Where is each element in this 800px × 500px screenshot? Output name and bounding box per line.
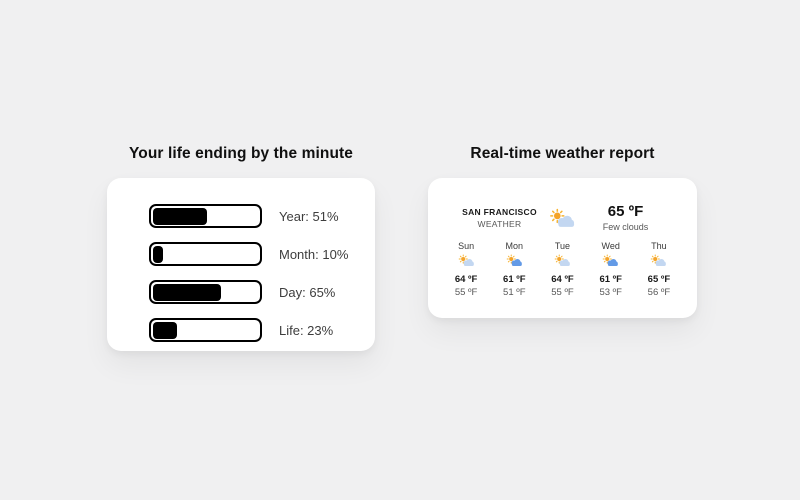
current-condition: Few clouds <box>602 222 649 232</box>
forecast-low-temp: 51 ºF <box>503 287 526 298</box>
sun-behind-cloud-icon <box>602 254 619 268</box>
forecast-day-label: Wed <box>601 241 620 251</box>
weather-header: SAN FRANCISCO WEATHER 65 ºF Few clouds <box>442 203 683 232</box>
progress-row-year: Year: 51% <box>149 204 375 228</box>
weather-location-block: SAN FRANCISCO WEATHER <box>450 207 549 229</box>
forecast-high-temp: 61 ºF <box>503 274 526 285</box>
forecast-day-label: Mon <box>505 241 524 251</box>
forecast-low-temp: 55 ºF <box>551 287 574 298</box>
weather-location-subtitle: WEATHER <box>477 218 522 229</box>
forecast-low-temp: 56 ºF <box>647 287 671 298</box>
forecast-column-sun: Sun 64 ºF 55 ºF <box>442 241 490 298</box>
year-progress-bar <box>149 204 262 228</box>
sun-behind-cloud-icon <box>506 254 523 268</box>
sun-behind-cloud-icon <box>458 254 475 268</box>
life-progress-fill <box>152 321 177 339</box>
life-progress-label: Life: 23% <box>279 322 334 338</box>
forecast-low-temp: 55 ºF <box>454 287 478 298</box>
progress-row-life: Life: 23% <box>149 318 375 342</box>
forecast-day-label: Sun <box>458 241 475 251</box>
sun-behind-cloud-icon <box>554 254 571 268</box>
forecast-column-wed: Wed 61 ºF 53 ºF <box>587 241 635 298</box>
sun-behind-cloud-icon <box>549 208 576 230</box>
forecast-low-temp: 53 ºF <box>599 287 622 298</box>
day-progress-label: Day: 65% <box>279 284 336 300</box>
life-progress-card: Year: 51% Month: 10% Day: 65% Life: 23% <box>107 178 375 351</box>
life-progress-bar <box>149 318 262 342</box>
month-progress-bar <box>149 242 262 266</box>
forecast-row: Sun 64 ºF 55 ºF Mon <box>442 241 683 298</box>
forecast-high-temp: 61 ºF <box>599 274 622 285</box>
forecast-high-temp: 64 ºF <box>551 274 574 285</box>
day-progress-fill <box>152 283 222 301</box>
day-progress-bar <box>149 280 262 304</box>
weather-widget-title: Real-time weather report <box>470 145 655 162</box>
weather-location-name: SAN FRANCISCO <box>462 206 537 217</box>
forecast-high-temp: 64 ºF <box>454 274 478 285</box>
forecast-column-mon: Mon 61 ºF 51 ºF <box>490 241 538 298</box>
weather-current-block: 65 ºF Few clouds <box>576 203 675 232</box>
life-progress-widget: Your life ending by the minute Year: 51%… <box>107 145 375 351</box>
month-progress-fill <box>152 245 164 263</box>
current-temperature: 65 ºF <box>607 203 644 220</box>
weather-report-widget: Real-time weather report SAN FRANCISCO W… <box>428 145 697 318</box>
year-progress-label: Year: 51% <box>279 208 339 224</box>
weather-card: SAN FRANCISCO WEATHER 65 ºF Few clouds <box>428 178 697 318</box>
life-widget-title: Your life ending by the minute <box>128 145 354 162</box>
sun-behind-cloud-icon <box>650 254 667 268</box>
progress-row-day: Day: 65% <box>149 280 375 304</box>
year-progress-fill <box>152 207 207 225</box>
forecast-column-thu: Thu 65 ºF 56 ºF <box>635 241 683 298</box>
forecast-day-label: Tue <box>554 241 571 251</box>
forecast-column-tue: Tue 64 ºF 55 ºF <box>538 241 586 298</box>
progress-row-month: Month: 10% <box>149 242 375 266</box>
forecast-high-temp: 65 ºF <box>647 274 671 285</box>
forecast-day-label: Thu <box>651 241 667 251</box>
month-progress-label: Month: 10% <box>279 246 349 262</box>
